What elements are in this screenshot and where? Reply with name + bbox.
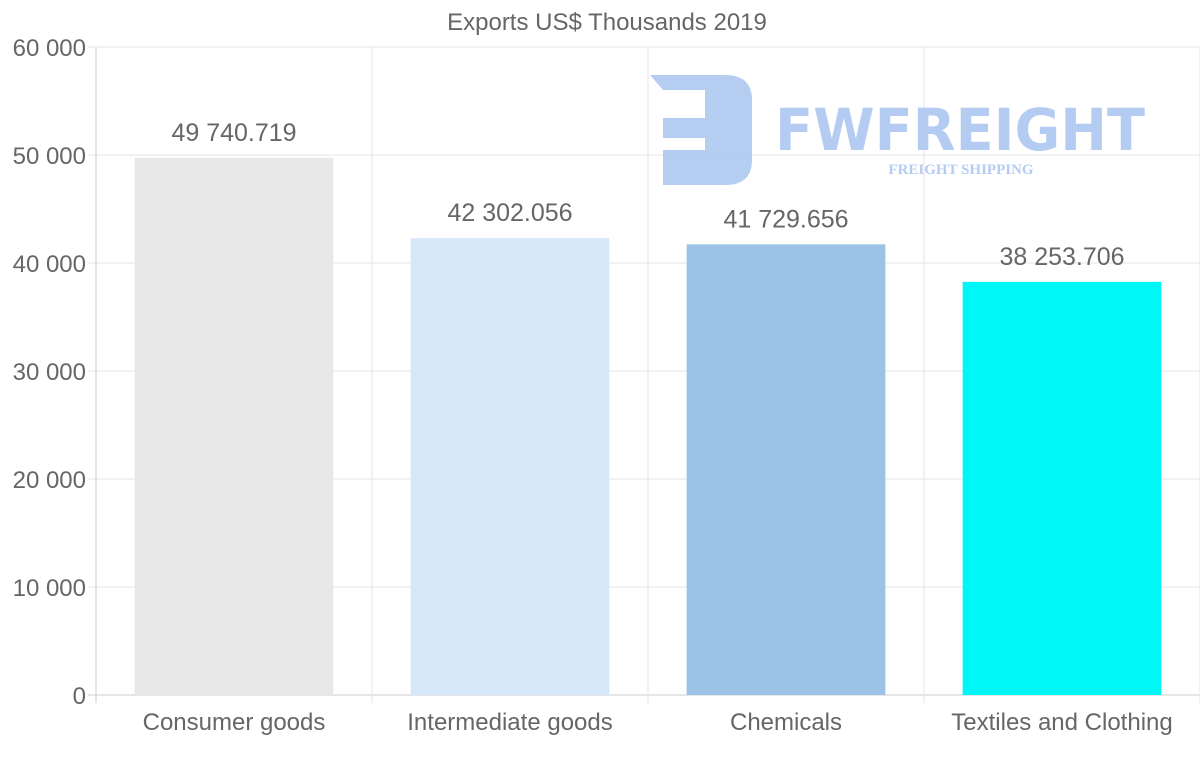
watermark-brand: FWFREIGHT xyxy=(775,96,1145,164)
x-tick-label: Textiles and Clothing xyxy=(951,709,1172,736)
bar-2 xyxy=(410,238,610,695)
y-tick-label: 0 xyxy=(73,683,86,710)
chart-title: Exports US$ Thousands 2019 xyxy=(447,9,767,36)
data-label: 42 302.056 xyxy=(447,199,572,227)
bar-3 xyxy=(686,244,886,696)
watermark-logo: FWFREIGHT FREIGHT SHIPPING xyxy=(650,75,1145,185)
x-tick-label: Consumer goods xyxy=(143,709,326,736)
y-tick-label: 30 000 xyxy=(13,359,86,386)
x-axis: Consumer goods Intermediate goods Chemical… xyxy=(143,709,1173,736)
bars xyxy=(134,157,1162,696)
bar-4 xyxy=(962,281,1162,695)
y-tick-label: 50 000 xyxy=(13,143,86,170)
y-tick-label: 60 000 xyxy=(13,35,86,62)
y-tick-label: 20 000 xyxy=(13,467,86,494)
bar-1 xyxy=(134,157,334,695)
data-label: 38 253.706 xyxy=(999,243,1124,271)
logo-mark-icon xyxy=(650,75,752,185)
y-axis: 0 10 000 20 000 30 000 40 000 50 000 60 000 xyxy=(13,35,86,710)
x-tick-label: Chemicals xyxy=(730,709,842,736)
watermark-tagline: FREIGHT SHIPPING xyxy=(888,162,1033,178)
x-tick-label: Intermediate goods xyxy=(407,709,612,736)
y-tick-label: 40 000 xyxy=(13,251,86,278)
y-tick-label: 10 000 xyxy=(13,575,86,602)
data-label: 41 729.656 xyxy=(723,205,848,233)
data-labels: 49 740.719 42 302.056 41 729.656 38 253.706 xyxy=(171,119,1124,271)
data-label: 49 740.719 xyxy=(171,119,296,147)
